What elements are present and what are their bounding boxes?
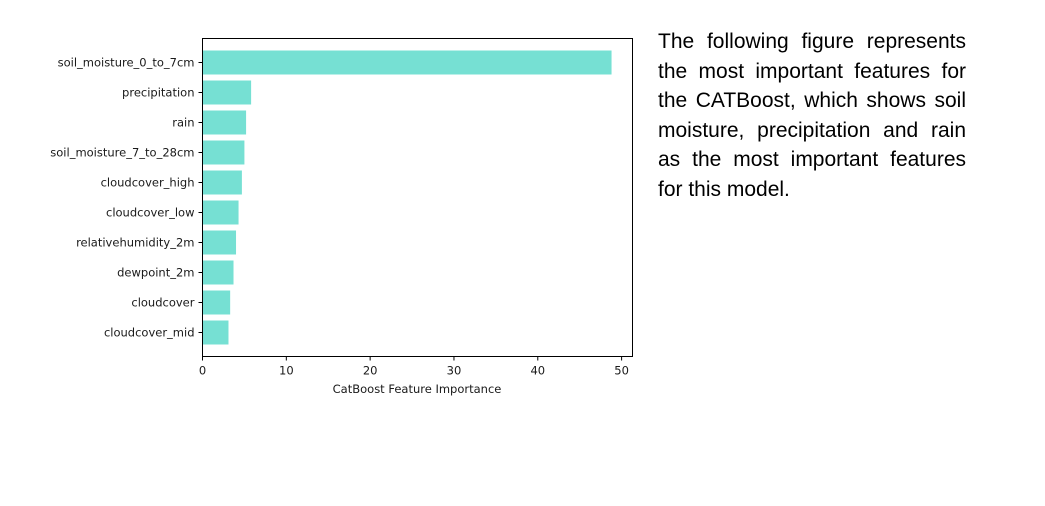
bar-precipitation [202, 80, 252, 105]
x-axis-label: CatBoost Feature Importance [333, 382, 502, 396]
y-tick-label: cloudcover_mid [104, 326, 195, 340]
bar-cloudcover-high [202, 170, 242, 195]
bar-rain [202, 110, 247, 135]
x-tick-label: 20 [363, 364, 378, 378]
x-tick-label: 0 [199, 364, 206, 378]
x-tick-label: 50 [614, 364, 629, 378]
y-tick-label: dewpoint_2m [117, 266, 194, 280]
feature-importance-chart: soil_moisture_0_to_7cm precipitation rain s… [50, 38, 633, 396]
bar-cloudcover [202, 290, 231, 315]
bar-soil-moisture-7-to-28cm [202, 140, 245, 165]
bars-layer [202, 50, 612, 345]
y-tick-labels: soil_moisture_0_to_7cm precipitation rain s… [50, 56, 203, 340]
x-tick-label: 30 [447, 364, 462, 378]
y-tick-label: rain [172, 116, 194, 130]
bar-cloudcover-mid [202, 320, 229, 345]
chart-svg: soil_moisture_0_to_7cm precipitation rain s… [50, 38, 633, 396]
description-text: The following figure represents the most… [658, 30, 966, 201]
y-tick-label: relativehumidity_2m [76, 236, 194, 250]
bar-soil-moisture-0-to-7cm [202, 50, 612, 75]
bar-relativehumidity-2m [202, 230, 237, 255]
y-tick-label: soil_moisture_7_to_28cm [50, 146, 194, 160]
y-tick-label: soil_moisture_0_to_7cm [58, 56, 195, 70]
y-tick-label: cloudcover [131, 296, 194, 310]
y-tick-label: cloudcover_high [101, 176, 195, 190]
x-tick-label: 10 [279, 364, 294, 378]
x-ticks: 0 10 20 30 40 50 [199, 356, 629, 378]
y-tick-label: cloudcover_low [106, 206, 195, 220]
y-tick-label: precipitation [122, 86, 194, 100]
plot-frame [202, 38, 633, 357]
bar-dewpoint-2m [202, 260, 234, 285]
bar-cloudcover-low [202, 200, 239, 225]
x-tick-label: 40 [530, 364, 545, 378]
